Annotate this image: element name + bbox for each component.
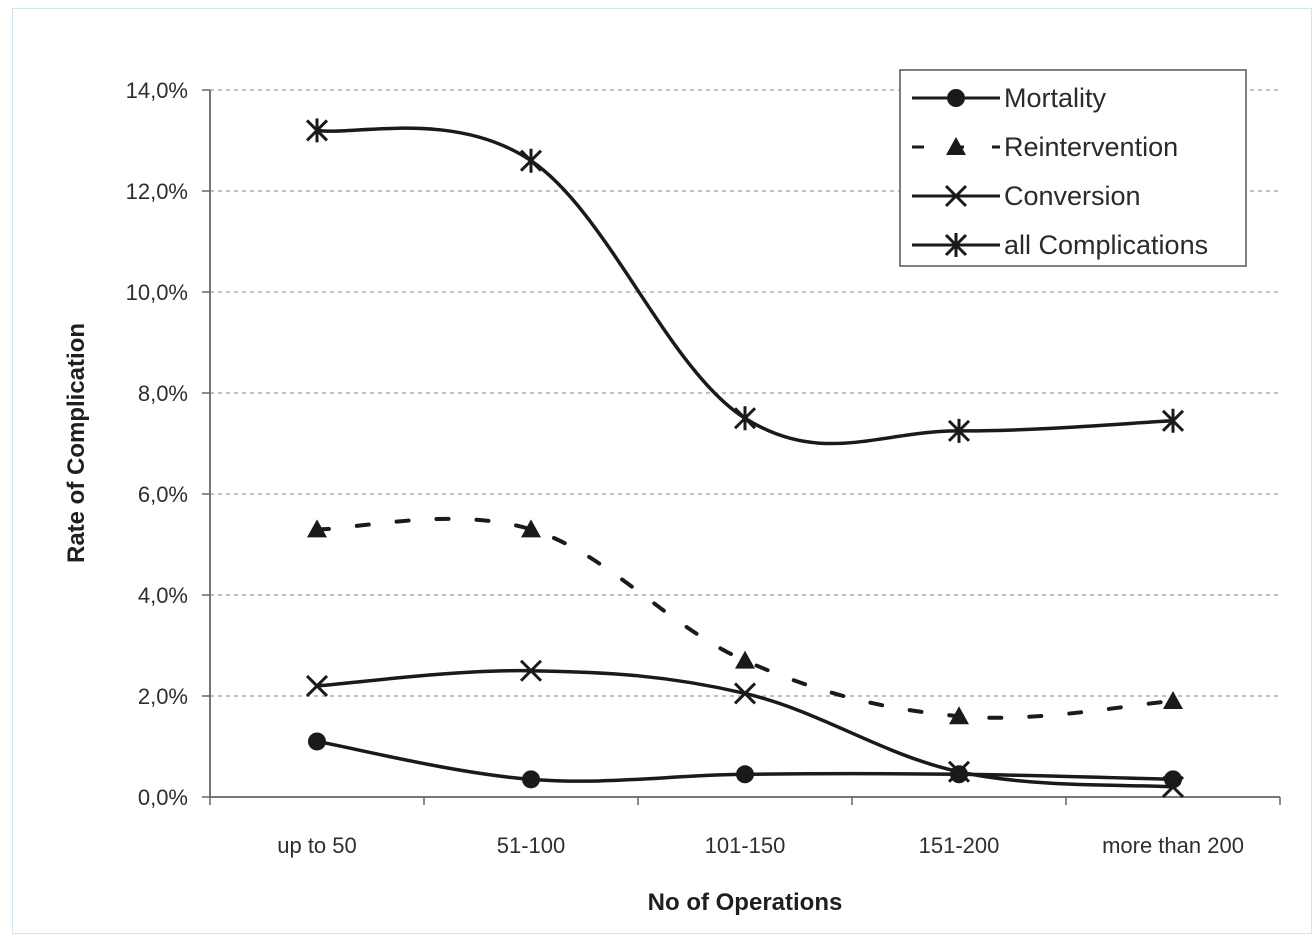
data-point-conversion <box>305 674 329 697</box>
x-tick-label: more than 200 <box>1102 833 1244 858</box>
marker-diamond <box>950 765 968 784</box>
x-tick-labels: up to 50 51-100 101-150 151-200 more than 20… <box>277 833 1244 858</box>
marker-asterisk <box>519 148 543 173</box>
marker-asterisk <box>1161 408 1185 433</box>
y-tick-label: 8,0% <box>138 381 188 406</box>
marker-x <box>519 659 543 682</box>
data-point-mortality <box>950 765 968 784</box>
legend-item-all-complications: all Complications <box>912 230 1208 260</box>
marker-triangle <box>735 650 755 669</box>
y-tick-label: 2,0% <box>138 684 188 709</box>
series-line-reintervention <box>315 516 1175 720</box>
marker-triangle <box>1163 691 1183 710</box>
legend: Mortality Reintervention Conversion all … <box>899 69 1247 267</box>
legend-label-conversion: Conversion <box>1004 181 1141 211</box>
marker-diamond <box>522 770 540 789</box>
legend-label-all-complications: all Complications <box>1004 230 1208 260</box>
marker-diamond <box>947 89 965 107</box>
data-point-all-complications <box>733 406 757 431</box>
data-point-reintervention <box>735 650 755 669</box>
data-point-reintervention <box>307 519 327 538</box>
marker-diamond <box>308 732 326 751</box>
data-point-conversion <box>947 760 971 783</box>
x-tick-label: 101-150 <box>705 833 786 858</box>
data-point-reintervention <box>949 706 969 725</box>
y-tick-label: 10,0% <box>126 280 188 305</box>
legend-label-mortality: Mortality <box>1004 83 1107 113</box>
marker-x <box>305 674 329 697</box>
y-tick-labels: 0,0% 2,0% 4,0% 6,0% 8,0% 10,0% 12,0% 14,0% <box>126 78 188 810</box>
legend-marker-mortality <box>947 89 965 107</box>
marker-asterisk <box>733 406 757 431</box>
legend-marker-symbol <box>944 233 968 257</box>
data-point-reintervention <box>521 519 541 538</box>
legend-item-mortality: Mortality <box>912 83 1107 113</box>
marker-asterisk <box>944 233 968 257</box>
data-point-all-complications <box>305 118 329 143</box>
data-point-conversion <box>733 682 757 705</box>
series-markers <box>305 118 1185 798</box>
marker-triangle <box>307 519 327 538</box>
x-axis-title: No of Operations <box>648 889 843 916</box>
legend-label-reintervention: Reintervention <box>1004 132 1178 162</box>
y-tick-label: 14,0% <box>126 78 188 103</box>
legend-marker-conversion <box>944 184 968 208</box>
y-axis-title: Rate of Complication <box>63 323 90 563</box>
axes <box>202 89 1281 805</box>
marker-triangle <box>949 706 969 725</box>
x-tick-label: up to 50 <box>277 833 357 858</box>
legend-marker-reintervention <box>946 137 966 155</box>
data-point-mortality <box>736 765 754 784</box>
data-point-reintervention <box>1163 691 1183 710</box>
legend-marker-symbol <box>944 184 968 208</box>
y-tick-label: 6,0% <box>138 482 188 507</box>
marker-triangle <box>521 519 541 538</box>
marker-x <box>733 682 757 705</box>
marker-x <box>947 760 971 783</box>
legend-marker-symbol <box>946 137 966 155</box>
data-point-mortality <box>308 732 326 751</box>
marker-asterisk <box>947 418 971 443</box>
marker-triangle <box>946 137 966 155</box>
data-point-all-complications <box>947 418 971 443</box>
series-line-all-complications <box>315 126 1175 446</box>
x-tick-label: 51-100 <box>497 833 566 858</box>
data-point-all-complications <box>519 148 543 173</box>
marker-diamond <box>736 765 754 784</box>
marker-x <box>1161 775 1185 798</box>
marker-x <box>944 184 968 208</box>
data-point-conversion <box>1161 775 1185 798</box>
data-point-mortality <box>522 770 540 789</box>
y-tick-label: 0,0% <box>138 785 188 810</box>
y-tick-label: 12,0% <box>126 179 188 204</box>
data-point-all-complications <box>1161 408 1185 433</box>
legend-marker-symbol <box>947 89 965 107</box>
data-point-conversion <box>519 659 543 682</box>
y-tick-label: 4,0% <box>138 583 188 608</box>
marker-asterisk <box>305 118 329 143</box>
x-tick-label: 151-200 <box>919 833 1000 858</box>
legend-item-conversion: Conversion <box>912 181 1141 211</box>
legend-marker-all-complications <box>944 233 968 257</box>
legend-item-reintervention: Reintervention <box>912 132 1178 162</box>
